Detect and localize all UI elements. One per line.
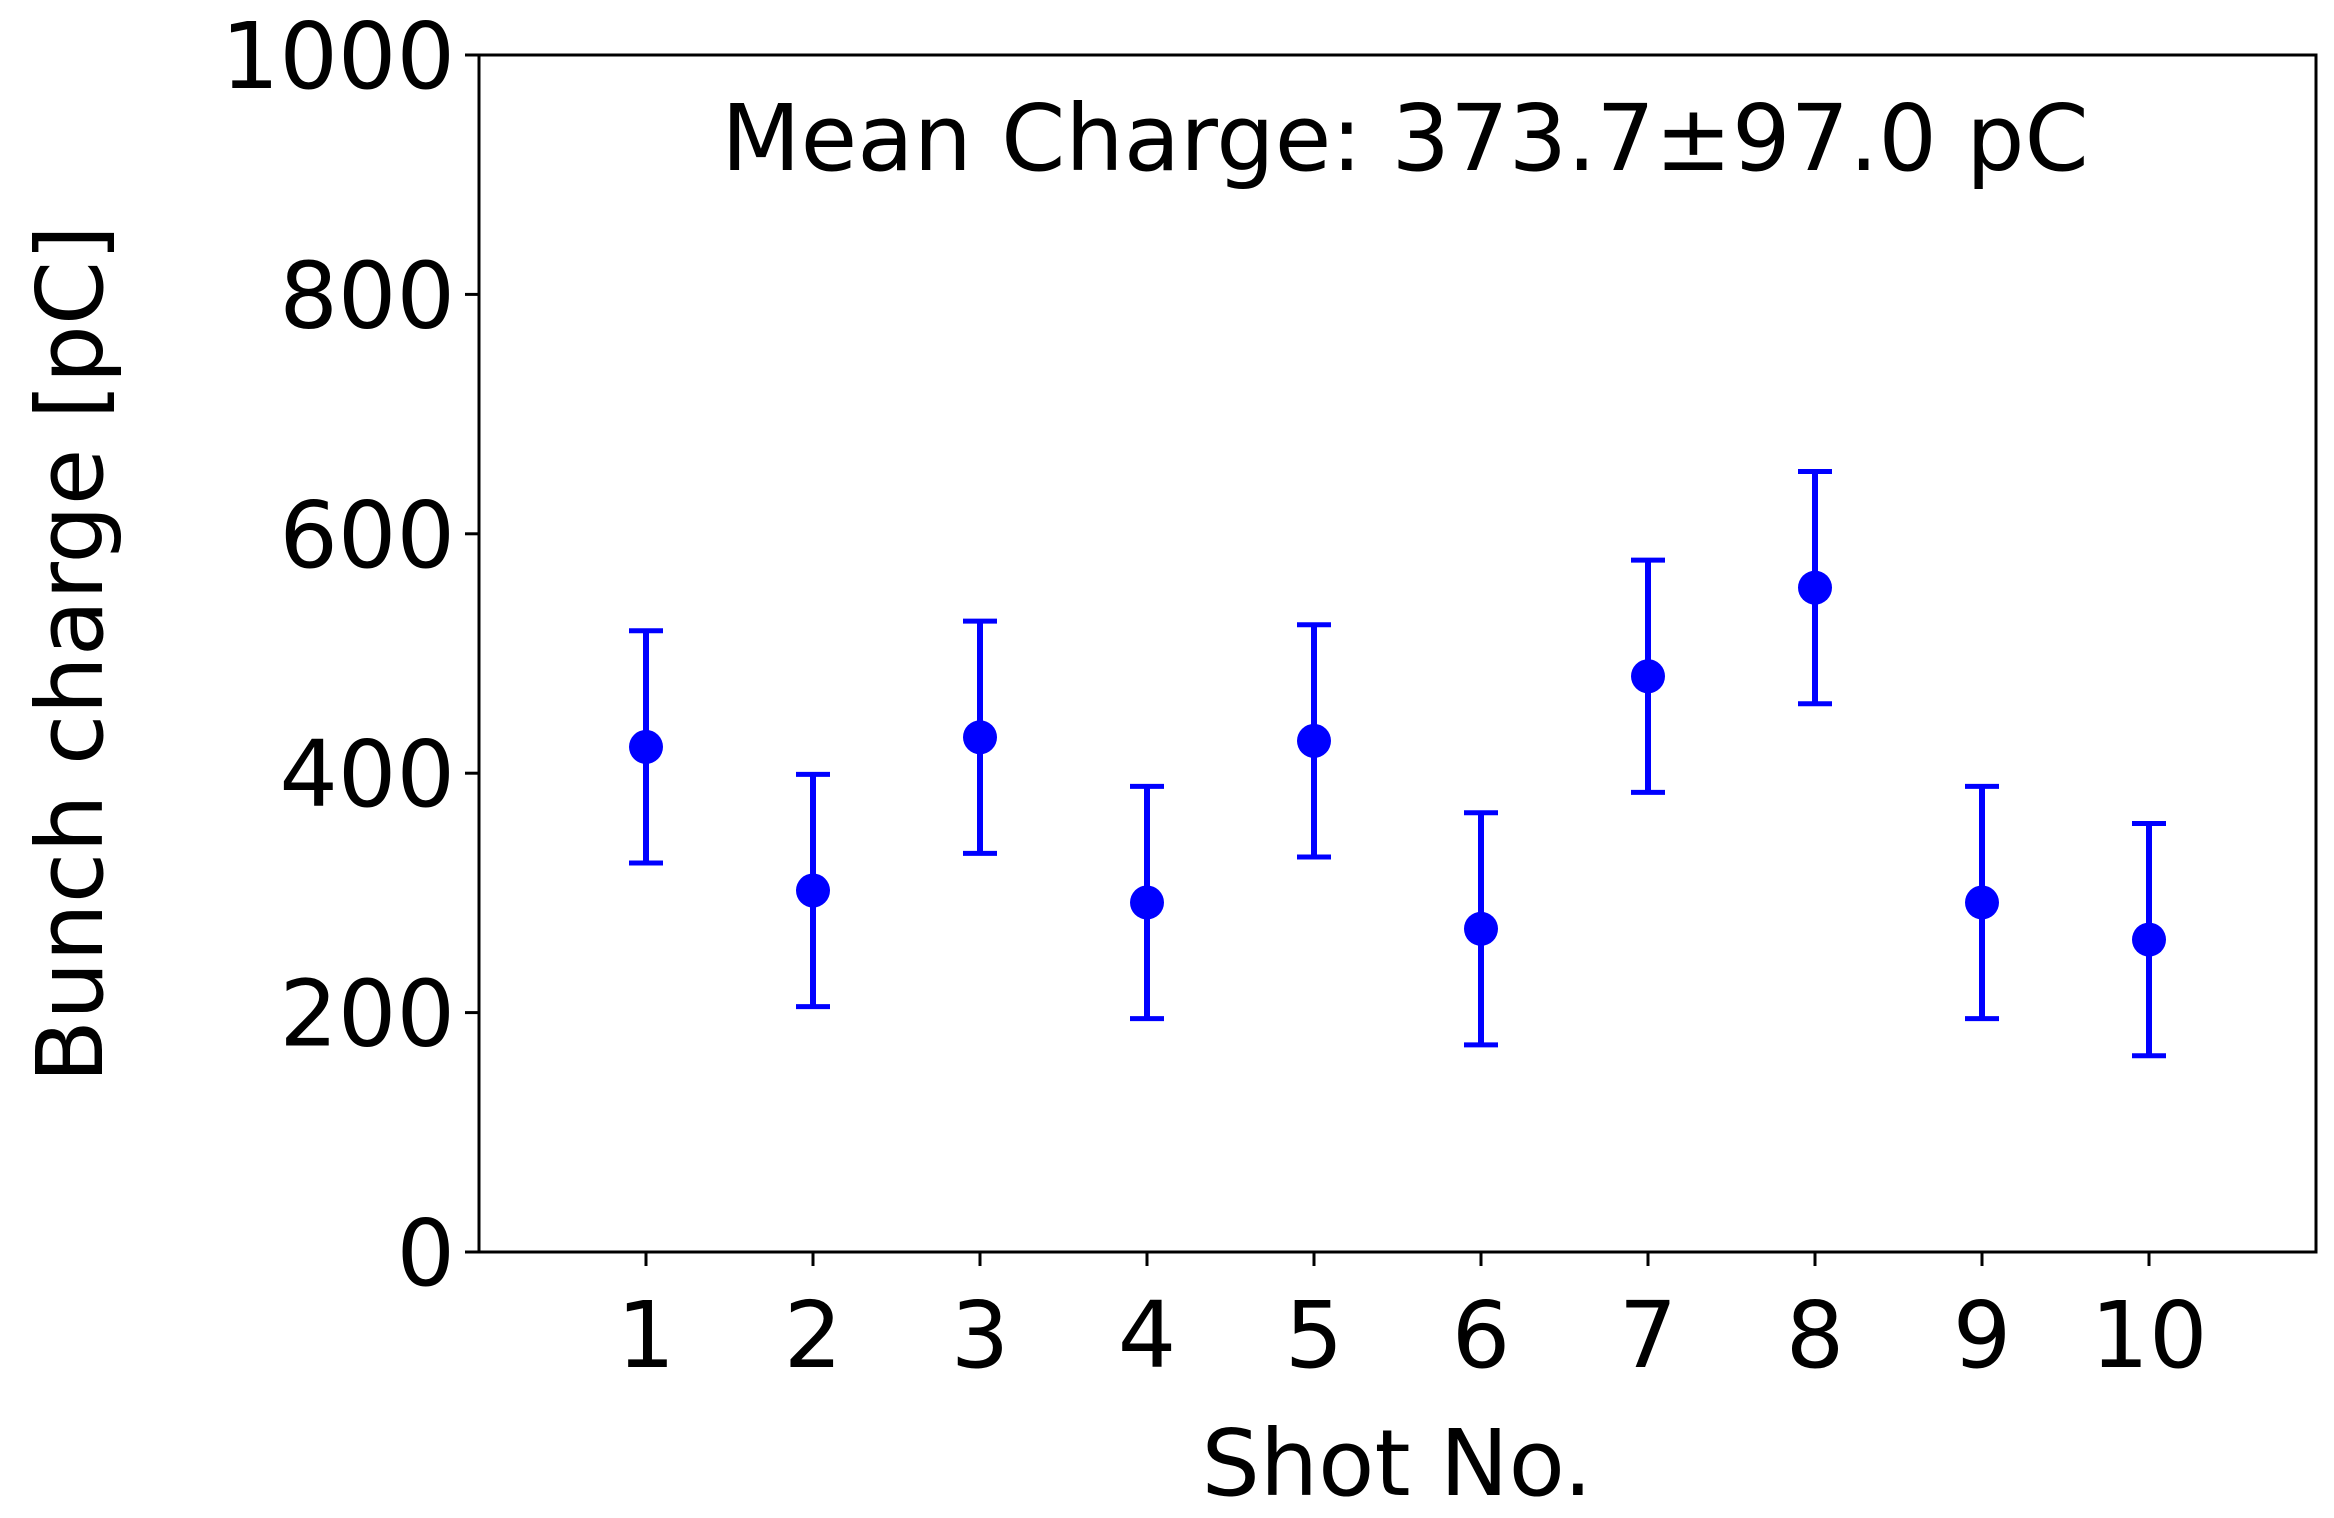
x-tick-label: 7 [1619,1282,1678,1389]
point [1464,911,1498,946]
plot-frame [477,53,2318,1254]
x-tick-label: 9 [1953,1282,2012,1389]
point [1297,723,1331,758]
y-tick-label: 0 [396,1200,455,1307]
x-tick-label: 2 [784,1282,843,1389]
point [2132,922,2166,957]
x-tick-label: 4 [1118,1282,1177,1389]
x-tick-label: 10 [2090,1282,2207,1389]
y-tick-label: 800 [279,242,455,349]
point [1965,885,1999,920]
y-tick-label: 1000 [221,3,455,110]
point [796,873,830,908]
point [963,720,997,755]
x-tick-label: 5 [1285,1282,1344,1389]
x-tick-label: 6 [1452,1282,1511,1389]
point [629,729,663,764]
x-tick-label: 8 [1786,1282,1845,1389]
y-tick-label: 400 [279,721,455,828]
point [1631,659,1665,694]
x-axis-label: Shot No. [1201,1410,1592,1517]
point [1130,885,1164,920]
y-tick-label: 200 [279,961,455,1068]
point [1798,570,1832,605]
x-tick-label: 3 [951,1282,1010,1389]
y-axis-label: Bunch charge [pC] [17,225,124,1083]
y-tick-label: 600 [279,482,455,589]
x-tick-label: 1 [617,1282,676,1389]
annotation: Mean Charge: 373.7±97.0 pC [721,85,2088,192]
